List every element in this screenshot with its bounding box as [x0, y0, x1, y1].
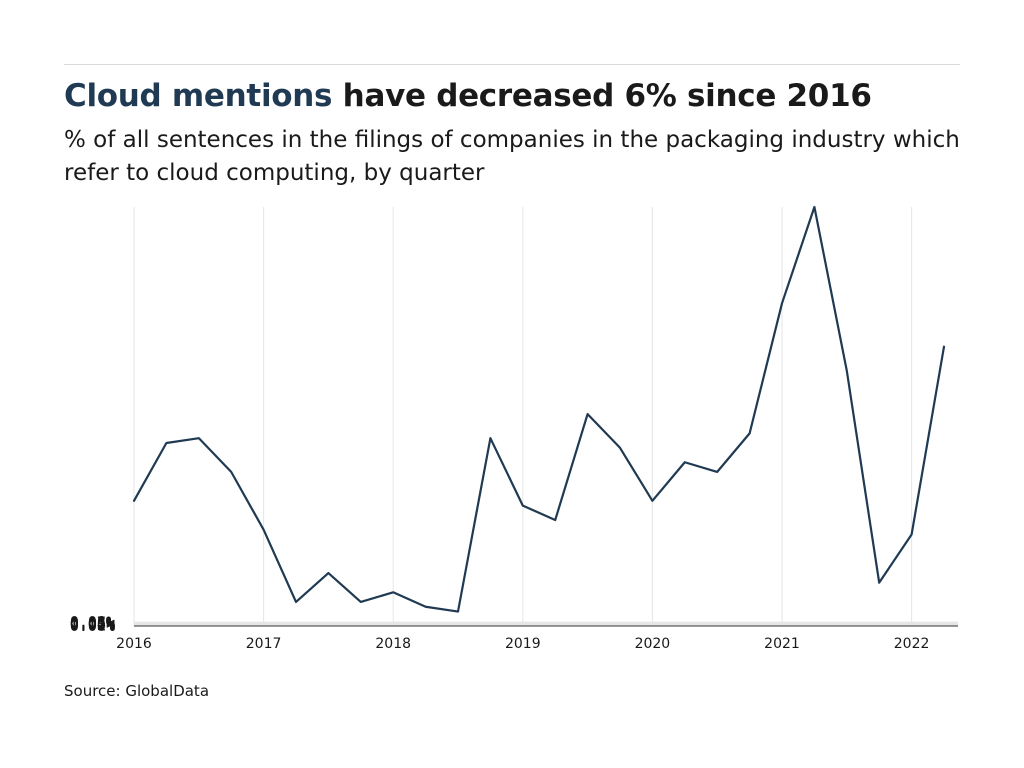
vertical-gridlines — [133, 207, 913, 626]
top-divider — [64, 64, 960, 65]
y-tick-label-0.02%: 0.02% — [70, 616, 115, 634]
x-tick-label-2019: 2019 — [505, 636, 541, 652]
horizontal-gridlines — [134, 621, 958, 627]
y-tick-label-0.01%: 0.01% — [70, 617, 115, 635]
x-tick-label-2018: 2018 — [375, 636, 411, 652]
y-tick-label-0.07%: 0.07% — [70, 614, 115, 632]
chart-title-rest: have decreased 6% since 2016 — [332, 78, 872, 114]
y-tick-label-0.04%: 0.04% — [70, 615, 115, 633]
y-tick-label-0.05%: 0.05% — [70, 615, 115, 633]
y-tick-label-0.00%: 0.00% — [70, 617, 115, 635]
series-line-cloud-mentions — [132, 205, 946, 613]
y-tick-label-0.03%: 0.03% — [70, 616, 115, 634]
chart-title: Cloud mentions have decreased 6% since 2… — [64, 78, 872, 114]
x-tick-label-2020: 2020 — [635, 636, 671, 652]
x-tick-label-2022: 2022 — [894, 636, 930, 652]
y-tick-label-0.06%: 0.06% — [70, 614, 115, 632]
x-tick-label-2017: 2017 — [246, 636, 282, 652]
source-note: Source: GlobalData — [64, 682, 210, 700]
y-axis-tick-labels: 0.00%0.01%0.02%0.03%0.04%0.05%0.06%0.07%… — [70, 613, 115, 635]
y-tick-label-0.08%: 0.08% — [70, 613, 115, 631]
chart-subtitle: % of all sentences in the filings of com… — [64, 127, 960, 186]
chart-title-highlight: Cloud mentions — [64, 78, 333, 114]
x-tick-label-2021: 2021 — [764, 636, 800, 652]
x-tick-label-2016: 2016 — [116, 636, 152, 652]
x-axis-tick-labels: 2016 2017 2018 2019 2020 2021 2022 — [116, 636, 929, 652]
